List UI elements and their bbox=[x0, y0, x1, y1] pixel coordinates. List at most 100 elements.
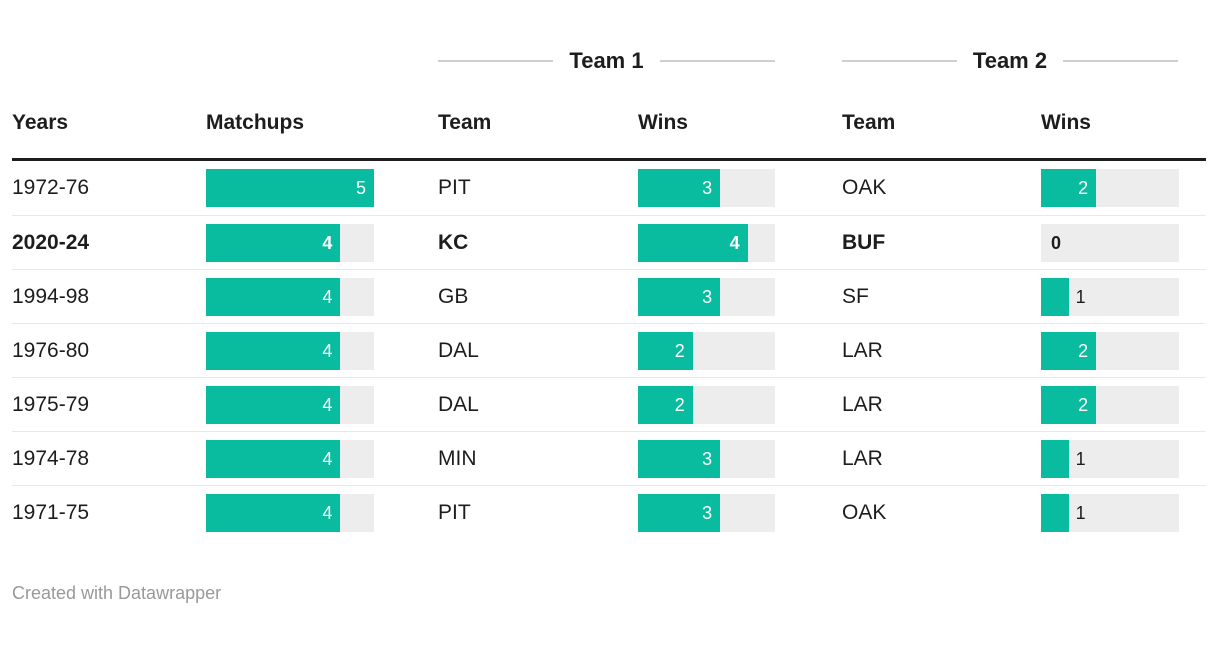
team2-wins-bar-fill bbox=[1041, 439, 1069, 478]
matchups-bar-cell: 4 bbox=[206, 223, 438, 262]
years-value: 1975-79 bbox=[12, 392, 90, 416]
team2-wins-bar-value: 2 bbox=[1078, 178, 1089, 198]
team2-wins-bar-track: 0 bbox=[1041, 223, 1179, 262]
team2-wins-bar-fill: 2 bbox=[1041, 169, 1097, 207]
matchups-bar-fill: 4 bbox=[206, 493, 341, 532]
team2-wins-bar-track: 1 bbox=[1041, 493, 1179, 532]
matchups-bar-fill: 4 bbox=[206, 439, 341, 478]
matchups-bar-value: 5 bbox=[355, 178, 366, 198]
team2-wins-bar-fill: 2 bbox=[1041, 385, 1097, 424]
matchups-bar-fill: 4 bbox=[206, 223, 341, 262]
table-body: 1972-76 5 PIT 3 OAK 2 2020-24 4 KC 4 BUF 0 1994-98 4 G… bbox=[12, 161, 1206, 539]
team2-wins-bar-value: 1 bbox=[1075, 448, 1086, 469]
team2-name: BUF bbox=[842, 230, 886, 254]
table-row: 1994-98 4 GB 3 SF 1 bbox=[12, 269, 1206, 323]
matchups-bar-value: 4 bbox=[322, 394, 333, 415]
team2-name: SF bbox=[842, 284, 869, 308]
team2-wins-bar-fill bbox=[1041, 493, 1069, 532]
column-header-wins2: Wins bbox=[1041, 111, 1091, 134]
team1-wins-bar-fill: 2 bbox=[638, 385, 693, 424]
matchups-bar-fill: 5 bbox=[206, 169, 374, 207]
team1-wins-bar-value: 2 bbox=[674, 340, 685, 361]
group-header-team2: Team 2 bbox=[842, 48, 1178, 74]
team2-wins-bar-value: 1 bbox=[1075, 502, 1086, 523]
team1-wins-bar-value: 3 bbox=[702, 502, 713, 523]
matchups-bar-cell: 4 bbox=[206, 331, 438, 370]
column-header-team2: Team bbox=[842, 111, 896, 134]
team2-wins-bar-cell: 2 bbox=[1041, 169, 1206, 207]
team2-name: LAR bbox=[842, 446, 883, 470]
team1-wins-bar-track: 3 bbox=[638, 493, 775, 532]
team2-name: OAK bbox=[842, 176, 887, 199]
matchups-bar-fill: 4 bbox=[206, 277, 341, 316]
team1-wins-bar-value: 3 bbox=[702, 178, 713, 198]
team2-wins-bar-track: 1 bbox=[1041, 439, 1179, 478]
team1-wins-bar-fill: 3 bbox=[638, 169, 721, 207]
team1-wins-bar-cell: 2 bbox=[638, 331, 842, 370]
column-header-years: Years bbox=[12, 111, 69, 134]
team2-wins-bar-track: 2 bbox=[1041, 385, 1179, 424]
team1-wins-bar-fill: 3 bbox=[638, 493, 721, 532]
team1-wins-bar-value: 4 bbox=[729, 232, 740, 253]
group-header-team2-label: Team 2 bbox=[972, 48, 1048, 73]
team1-wins-bar-fill: 3 bbox=[638, 277, 721, 316]
table-chart: Team 1 Team 2 Years Matchups Team Wins T… bbox=[0, 48, 1220, 604]
matchups-bar-cell: 4 bbox=[206, 385, 438, 424]
matchups-bar-track: 4 bbox=[206, 439, 374, 478]
datawrapper-credit: Created with Datawrapper bbox=[12, 583, 222, 603]
table-row: 1975-79 4 DAL 2 LAR 2 bbox=[12, 377, 1206, 431]
table-row: 2020-24 4 KC 4 BUF 0 bbox=[12, 215, 1206, 269]
team1-wins-bar-cell: 2 bbox=[638, 385, 842, 424]
matchups-bar-cell: 4 bbox=[206, 493, 438, 532]
team1-name: MIN bbox=[438, 446, 477, 470]
team2-wins-bar-cell: 2 bbox=[1041, 331, 1206, 370]
team2-wins-bar-cell: 0 bbox=[1041, 223, 1206, 262]
team2-wins-bar-value: 0 bbox=[1051, 232, 1062, 253]
matchups-bar-track: 4 bbox=[206, 223, 374, 262]
group-rule-left bbox=[842, 60, 957, 62]
team2-wins-bar-fill: 2 bbox=[1041, 331, 1097, 370]
team2-wins-bar-track: 2 bbox=[1041, 331, 1179, 370]
group-header-team1: Team 1 bbox=[438, 48, 775, 74]
matchups-bar-value: 4 bbox=[322, 286, 333, 307]
years-value: 1974-78 bbox=[12, 446, 90, 470]
matchups-bar-value: 4 bbox=[322, 340, 333, 361]
team2-wins-bar-cell: 1 bbox=[1041, 493, 1206, 532]
header-rule bbox=[12, 158, 1206, 161]
team1-name: KC bbox=[438, 230, 469, 254]
team1-wins-bar-track: 3 bbox=[638, 277, 775, 316]
team2-name: OAK bbox=[842, 500, 887, 524]
group-rule-right bbox=[1063, 60, 1178, 62]
team1-name: PIT bbox=[438, 500, 471, 524]
team1-name: GB bbox=[438, 284, 469, 308]
team2-wins-bar-value: 2 bbox=[1078, 340, 1089, 361]
matchups-bar-track: 4 bbox=[206, 277, 374, 316]
matchups-bar-track: 5 bbox=[206, 169, 374, 207]
team1-wins-bar-cell: 4 bbox=[638, 223, 842, 262]
team1-wins-bar-fill: 3 bbox=[638, 439, 721, 478]
team1-name: PIT bbox=[438, 176, 471, 199]
table-row: 1971-75 4 PIT 3 OAK 1 bbox=[12, 485, 1206, 539]
team1-wins-bar-track: 3 bbox=[638, 439, 775, 478]
team1-wins-bar-track: 4 bbox=[638, 223, 775, 262]
team1-wins-bar-cell: 3 bbox=[638, 277, 842, 316]
column-header-matchups: Matchups bbox=[206, 111, 305, 134]
group-rule-right bbox=[659, 60, 775, 62]
team2-wins-bar-track: 2 bbox=[1041, 169, 1179, 207]
team2-wins-bar-value: 1 bbox=[1075, 286, 1086, 307]
matchups-bar-value: 4 bbox=[322, 448, 333, 469]
team1-name: DAL bbox=[438, 392, 479, 416]
group-rule-left bbox=[438, 60, 554, 62]
matchups-bar-track: 4 bbox=[206, 331, 374, 370]
team1-wins-bar-cell: 3 bbox=[638, 169, 842, 207]
years-value: 2020-24 bbox=[12, 230, 90, 254]
matchups-bar-cell: 5 bbox=[206, 169, 438, 207]
group-header-team1-label: Team 1 bbox=[569, 48, 644, 73]
team2-wins-bar-cell: 1 bbox=[1041, 277, 1206, 316]
column-header-wins1: Wins bbox=[638, 111, 688, 134]
team1-wins-bar-track: 3 bbox=[638, 169, 775, 207]
team1-wins-bar-value: 2 bbox=[674, 394, 685, 415]
matchups-bar-fill: 4 bbox=[206, 385, 341, 424]
team2-wins-bar-value: 2 bbox=[1078, 394, 1089, 415]
years-value: 1976-80 bbox=[12, 338, 90, 362]
